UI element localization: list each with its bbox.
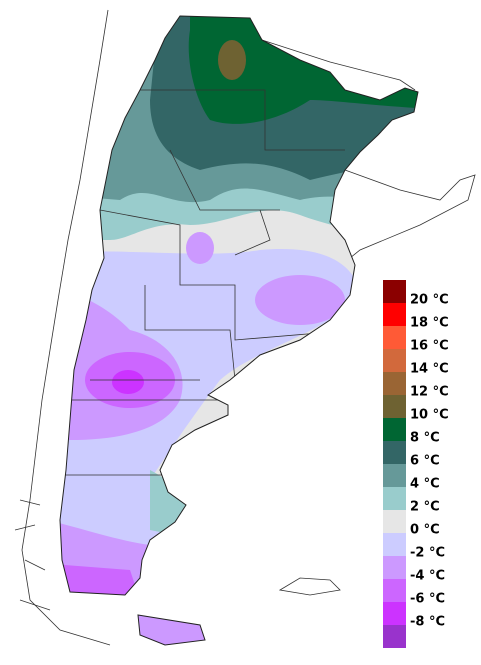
legend-swatch bbox=[383, 303, 406, 326]
legend-swatch bbox=[383, 395, 406, 418]
legend-swatch bbox=[383, 579, 406, 602]
tierra-del-fuego bbox=[137, 614, 206, 646]
legend-swatch bbox=[383, 625, 406, 648]
legend-label: 10 °C bbox=[410, 408, 449, 423]
legend-label: 14 °C bbox=[410, 362, 449, 377]
legend-label: 16 °C bbox=[410, 339, 449, 354]
legend-label: 0 °C bbox=[410, 523, 440, 538]
legend-swatch bbox=[383, 556, 406, 579]
legend-label: -8 °C bbox=[410, 615, 445, 630]
legend: 20 °C 18 °C 16 °C 14 °C 12 °C 10 °C 8 °C 6 °C 4 … bbox=[383, 280, 449, 648]
legend-label: 8 °C bbox=[410, 431, 440, 446]
neighbour-outline bbox=[14, 9, 476, 646]
legend-label: 18 °C bbox=[410, 316, 449, 331]
legend-swatch bbox=[383, 372, 406, 395]
country-outline bbox=[59, 15, 419, 596]
legend-swatch bbox=[383, 602, 406, 625]
legend-swatch bbox=[383, 487, 406, 510]
legend-label: 6 °C bbox=[410, 454, 440, 469]
legend-swatch bbox=[383, 280, 406, 303]
legend-label: 20 °C bbox=[410, 293, 449, 308]
legend-swatch bbox=[383, 326, 406, 349]
legend-swatch bbox=[383, 464, 406, 487]
legend-label: -4 °C bbox=[410, 569, 445, 584]
legend-label: 4 °C bbox=[410, 477, 440, 492]
legend-swatch bbox=[383, 349, 406, 372]
legend-label: 2 °C bbox=[410, 500, 440, 515]
legend-label: -6 °C bbox=[410, 592, 445, 607]
legend-swatch bbox=[383, 418, 406, 441]
legend-swatch bbox=[383, 510, 406, 533]
legend-label: 12 °C bbox=[410, 385, 449, 400]
province-borders bbox=[65, 89, 356, 476]
legend-swatch bbox=[383, 533, 406, 556]
legend-label: -2 °C bbox=[410, 546, 445, 561]
legend-swatch bbox=[383, 441, 406, 464]
